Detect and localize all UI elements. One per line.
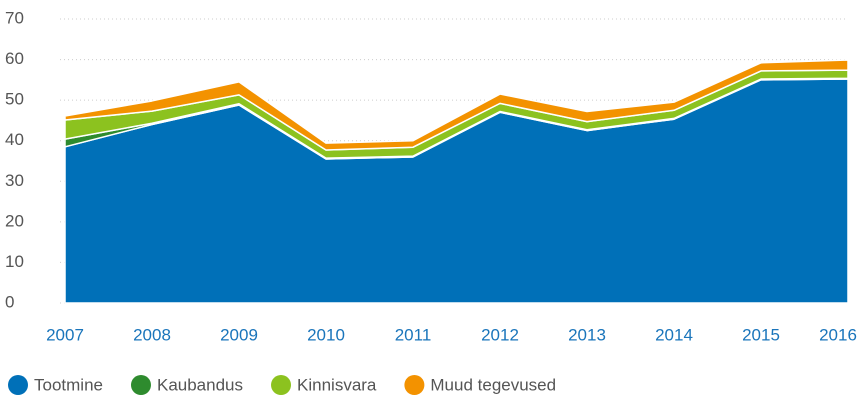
x-tick-label: 2012 <box>481 325 519 344</box>
x-tick-label: 2011 <box>395 325 432 344</box>
x-tick-label: 2015 <box>742 325 780 344</box>
x-tick-label: 2010 <box>307 325 345 344</box>
area <box>64 59 849 151</box>
y-tick-label: 0 <box>5 292 14 311</box>
legend-label: Tootmine <box>34 375 103 394</box>
y-tick-label: 60 <box>5 49 24 68</box>
legend-swatch <box>8 375 28 395</box>
y-tick-label: 70 <box>5 8 24 27</box>
x-tick-label: 2007 <box>46 325 84 344</box>
y-tick-label: 20 <box>5 211 24 230</box>
y-tick-label: 10 <box>5 252 24 271</box>
legend-label: Kaubandus <box>157 375 243 394</box>
y-tick-label: 50 <box>5 90 24 109</box>
legend-swatch <box>404 375 425 395</box>
legend-label: Muud tegevused <box>430 375 556 394</box>
legend-label: Kinnisvara <box>297 375 377 394</box>
legend-swatch <box>271 375 292 395</box>
x-tick-label: 2014 <box>655 325 693 344</box>
x-tick-label: 2009 <box>220 325 258 344</box>
y-tick-label: 40 <box>5 130 24 149</box>
y-tick-label: 30 <box>5 171 24 190</box>
legend-swatch <box>130 375 151 395</box>
x-tick-label: 2016 <box>819 325 857 344</box>
x-tick-label: 2013 <box>568 325 606 344</box>
x-tick-label: 2008 <box>133 325 171 344</box>
